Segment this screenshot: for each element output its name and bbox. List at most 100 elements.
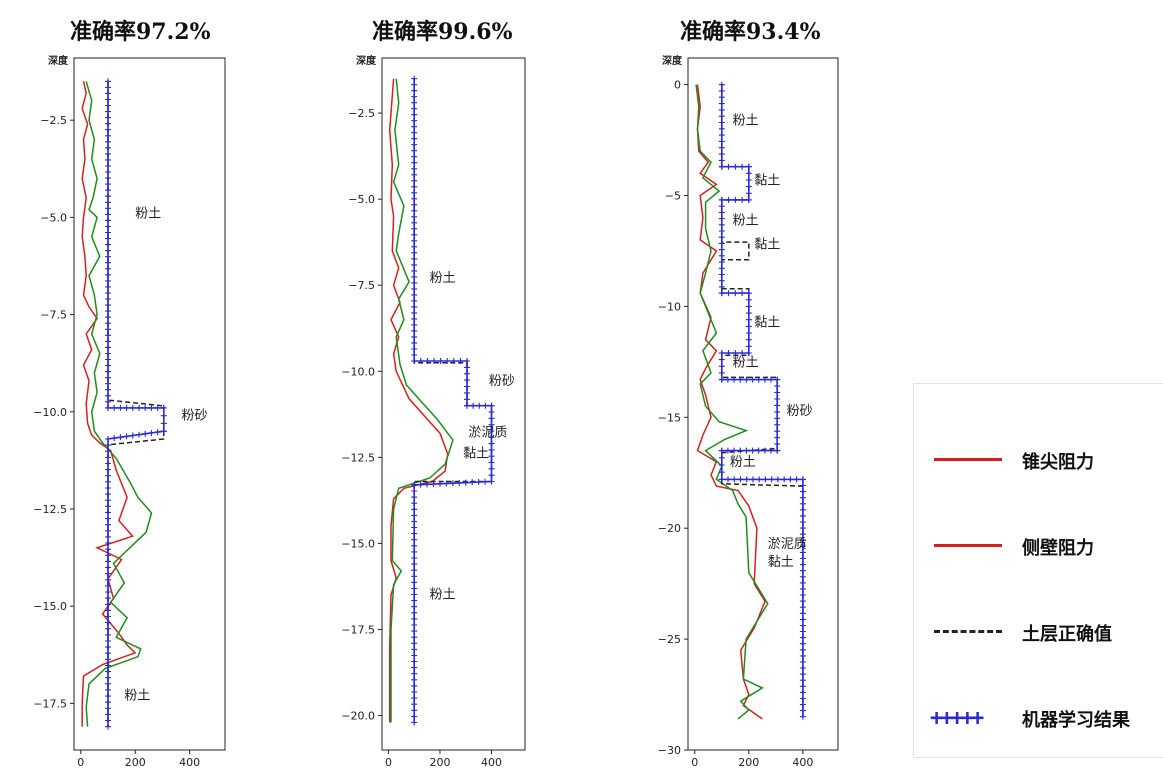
ml-marker bbox=[105, 368, 111, 375]
legend-swatch-sleeve bbox=[934, 544, 1002, 547]
ml-marker bbox=[464, 402, 470, 409]
ml-marker bbox=[437, 358, 444, 364]
ml-marker bbox=[799, 512, 806, 519]
ml-marker bbox=[737, 447, 744, 454]
ml-marker bbox=[411, 219, 418, 226]
ml-marker bbox=[799, 616, 806, 623]
ml-marker bbox=[105, 265, 111, 272]
ml-marker bbox=[411, 321, 418, 328]
layer-label: 淤泥质 bbox=[768, 537, 807, 552]
x-tick-label: 0 bbox=[691, 756, 698, 769]
ml-marker bbox=[105, 723, 111, 730]
ml-marker bbox=[154, 429, 161, 436]
ml-marker bbox=[411, 189, 418, 196]
ml-marker bbox=[739, 163, 746, 170]
ml-marker bbox=[411, 481, 418, 488]
ml-marker bbox=[105, 613, 111, 620]
ml-marker bbox=[750, 476, 756, 483]
ml-marker bbox=[411, 542, 418, 549]
ml-marker bbox=[411, 339, 418, 346]
ml-marker bbox=[160, 428, 167, 435]
ml-marker bbox=[411, 279, 418, 286]
ml-marker bbox=[731, 376, 738, 383]
ml-marker bbox=[799, 677, 806, 684]
ml-marker bbox=[464, 383, 470, 390]
ml-marker bbox=[105, 344, 111, 351]
y-tick-label: −10 bbox=[658, 300, 681, 313]
y-tick-label: −30 bbox=[658, 744, 681, 757]
ml-marker bbox=[718, 234, 725, 241]
ml-marker bbox=[105, 662, 111, 669]
layer-label: 粉土 bbox=[124, 688, 150, 703]
ml-marker bbox=[718, 265, 725, 272]
ml-marker bbox=[411, 183, 418, 190]
ml-marker bbox=[411, 689, 418, 695]
ml-marker bbox=[105, 302, 111, 309]
plot-frame bbox=[687, 57, 839, 751]
ml-marker bbox=[105, 326, 111, 333]
ml-marker bbox=[105, 380, 111, 387]
series-sleeve bbox=[695, 84, 769, 720]
ml-marker bbox=[488, 434, 495, 441]
ml-marker bbox=[731, 447, 738, 454]
ml-marker bbox=[476, 402, 483, 409]
ml-marker bbox=[105, 277, 111, 284]
ml-marker bbox=[457, 358, 464, 364]
ml-marker bbox=[105, 90, 111, 97]
ml-marker bbox=[105, 521, 111, 528]
ml-marker bbox=[718, 363, 725, 370]
ml-marker bbox=[774, 447, 781, 454]
ml-marker bbox=[469, 479, 476, 486]
y-tick-label: −25 bbox=[658, 633, 681, 646]
series-sleeve bbox=[85, 81, 153, 727]
ml-marker bbox=[105, 699, 111, 706]
ml-marker bbox=[488, 459, 495, 466]
ml-marker bbox=[411, 555, 418, 561]
ml-marker bbox=[105, 527, 111, 534]
ml-marker bbox=[761, 447, 768, 454]
layer-label: 黏土 bbox=[768, 554, 794, 570]
legend-swatch-cone bbox=[934, 458, 1002, 461]
ml-marker bbox=[488, 409, 495, 415]
ml-marker bbox=[732, 350, 739, 356]
ml-marker bbox=[718, 215, 725, 222]
y-tick-label: −15.0 bbox=[33, 600, 67, 613]
ml-marker bbox=[105, 362, 111, 369]
ml-marker bbox=[799, 573, 806, 580]
ml-marker bbox=[799, 579, 806, 586]
ml-marker bbox=[488, 465, 495, 472]
series-ml bbox=[413, 78, 493, 723]
ml-marker bbox=[464, 364, 470, 371]
ml-marker bbox=[718, 252, 725, 259]
ml-marker bbox=[475, 479, 482, 485]
y-tick-label: −20 bbox=[658, 522, 681, 535]
series-cone bbox=[81, 81, 137, 727]
ml-marker bbox=[105, 283, 111, 290]
ml-marker bbox=[761, 376, 768, 383]
layer-label: 黏土 bbox=[754, 172, 780, 188]
ml-marker bbox=[105, 668, 111, 675]
ml-marker bbox=[799, 506, 806, 513]
ml-marker bbox=[105, 546, 111, 553]
ml-marker bbox=[105, 491, 111, 498]
ml-marker bbox=[105, 717, 111, 724]
ml-marker bbox=[718, 454, 725, 461]
ml-marker bbox=[799, 640, 806, 647]
panel-title-1: 准确率97.2% bbox=[70, 19, 211, 45]
ml-marker bbox=[774, 383, 781, 390]
ml-marker bbox=[105, 472, 111, 479]
x-tick-label: 400 bbox=[179, 756, 200, 769]
ml-marker bbox=[799, 561, 806, 568]
ml-marker bbox=[105, 631, 111, 638]
ml-marker bbox=[105, 193, 111, 200]
ml-marker bbox=[411, 488, 418, 494]
ml-marker bbox=[105, 558, 111, 565]
ml-marker bbox=[411, 622, 418, 628]
ml-marker bbox=[737, 476, 744, 483]
ml-marker bbox=[488, 428, 495, 434]
ml-marker bbox=[417, 358, 424, 364]
ml-marker bbox=[745, 177, 752, 183]
ml-marker bbox=[745, 190, 752, 197]
ml-marker bbox=[718, 113, 725, 120]
ml-marker bbox=[799, 567, 806, 574]
